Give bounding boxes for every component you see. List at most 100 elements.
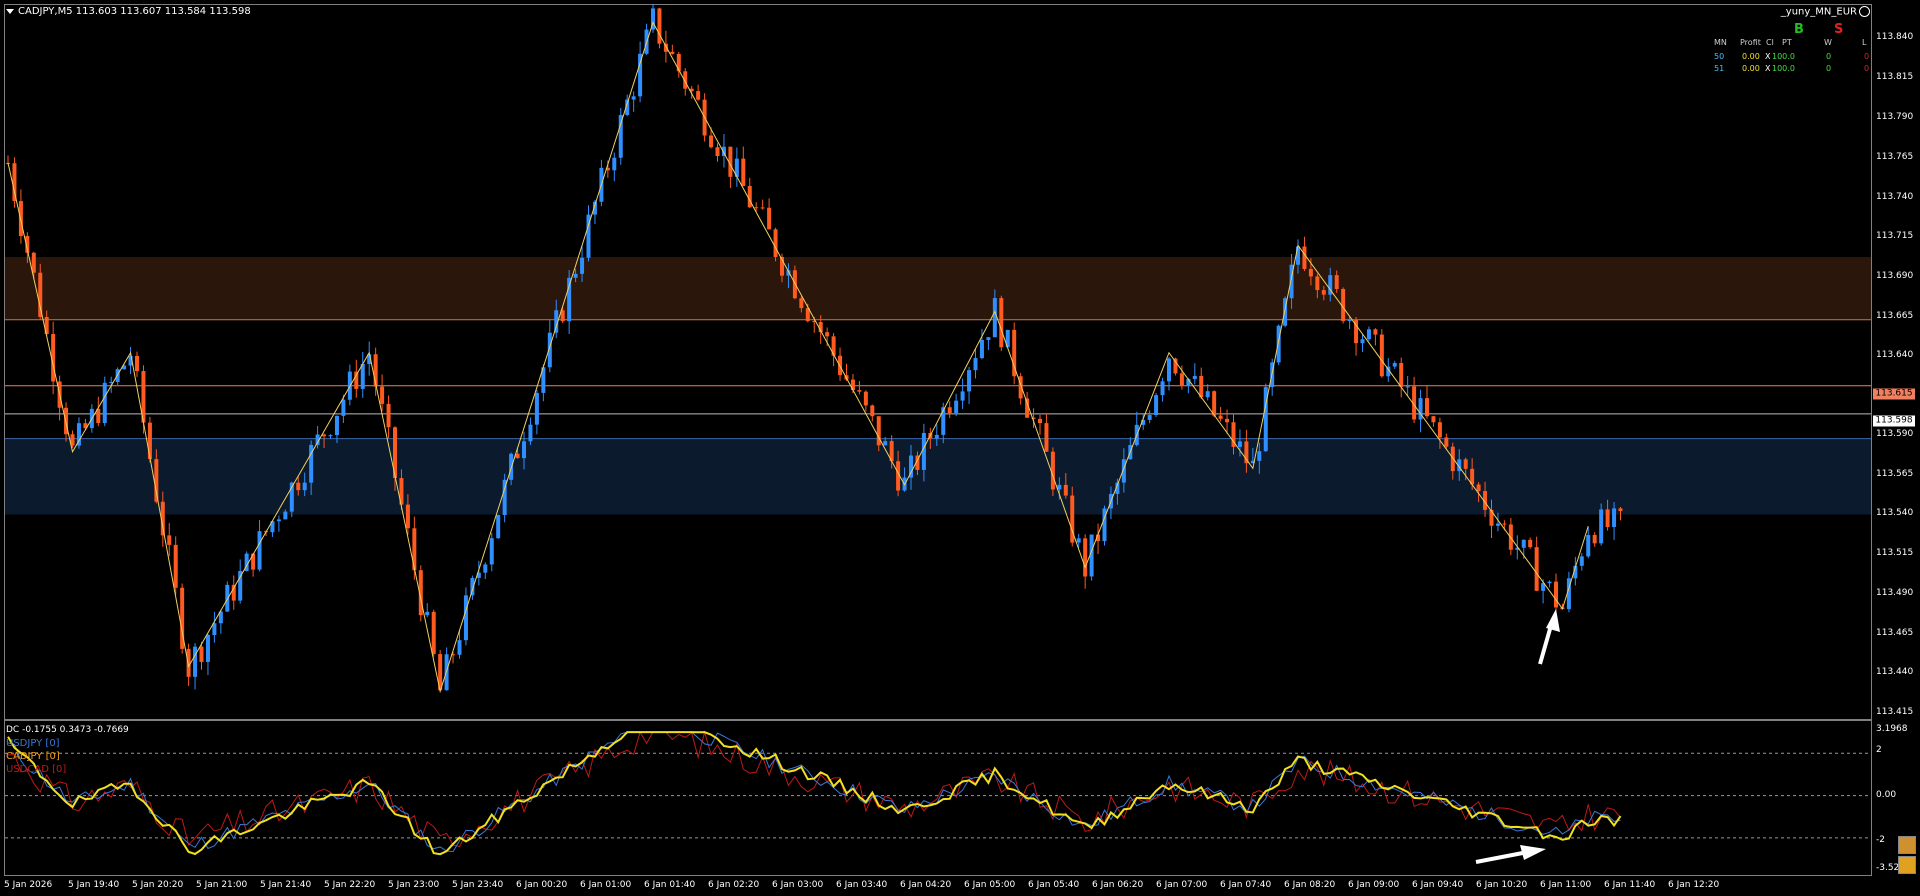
candle-body xyxy=(1089,534,1094,577)
candle-body xyxy=(328,435,333,437)
candle-body xyxy=(1083,538,1088,577)
indicator-subwindow[interactable] xyxy=(4,720,1872,876)
candle-body xyxy=(483,564,488,573)
candle-body xyxy=(270,521,275,533)
smiley-icon[interactable] xyxy=(1859,6,1870,17)
candle-body xyxy=(373,354,378,387)
candle-body xyxy=(515,453,520,459)
candle-body xyxy=(522,441,526,459)
main-price-chart[interactable] xyxy=(4,4,1872,720)
candle-body xyxy=(463,595,468,641)
candle-body xyxy=(670,51,675,54)
candle-body xyxy=(850,379,855,391)
x-label: 6 Jan 11:40 xyxy=(1604,880,1656,890)
candle-body xyxy=(1515,547,1520,550)
y-label: 113.640 xyxy=(1876,350,1914,360)
candle-body xyxy=(534,392,539,425)
row1-w: 0 xyxy=(1826,52,1832,61)
candle-body xyxy=(238,571,243,601)
candle-body xyxy=(1444,437,1449,447)
x-label: 6 Jan 09:00 xyxy=(1348,880,1400,890)
candle-body xyxy=(1386,366,1391,377)
candle-body xyxy=(173,544,178,588)
bid-price-tag: 113.598 xyxy=(1873,415,1915,427)
candle-body xyxy=(496,515,501,539)
candle-body xyxy=(380,386,385,404)
sell-label: S xyxy=(1834,22,1844,37)
candle-body xyxy=(870,405,875,417)
candle-body xyxy=(1308,268,1313,277)
candle-body xyxy=(1154,395,1159,416)
candle-body xyxy=(393,427,397,479)
candle-body xyxy=(1102,508,1107,542)
cadjpy-line xyxy=(7,731,1622,856)
y-label: 113.590 xyxy=(1876,429,1914,439)
candle-body xyxy=(225,584,230,612)
x-label: 6 Jan 01:40 xyxy=(644,880,696,890)
candle-body xyxy=(780,256,784,276)
candle-body xyxy=(1179,373,1184,386)
candle-body xyxy=(367,354,372,364)
candle-body xyxy=(405,504,410,529)
time-axis[interactable]: 5 Jan 2026 5 Jan 19:40 5 Jan 20:20 5 Jan… xyxy=(0,876,1920,896)
candle-body xyxy=(1489,509,1494,526)
candle-body xyxy=(1302,246,1307,269)
y-label: 113.540 xyxy=(1876,508,1914,518)
y-label: 113.815 xyxy=(1876,72,1914,82)
candle-body xyxy=(1276,325,1281,363)
y-label: 113.690 xyxy=(1876,271,1914,281)
candle-body xyxy=(728,146,733,177)
x-label: 6 Jan 04:20 xyxy=(900,880,952,890)
candle-body xyxy=(986,337,991,340)
candle-body xyxy=(141,371,146,423)
y-label: 113.765 xyxy=(1876,152,1914,162)
candle-body xyxy=(231,584,236,601)
candle-body xyxy=(1115,482,1120,494)
candle-body xyxy=(76,423,81,446)
candle-body xyxy=(431,611,436,655)
candle-body xyxy=(831,336,836,356)
candle-body xyxy=(967,370,972,392)
candle-body xyxy=(1463,459,1468,469)
candle-body xyxy=(1554,581,1558,608)
x-label: 6 Jan 12:20 xyxy=(1668,880,1720,890)
candle-body xyxy=(547,332,552,368)
legend-usdjpy: USDJPY [0] xyxy=(6,738,60,749)
x-label: 6 Jan 09:40 xyxy=(1412,880,1464,890)
caret-down-icon[interactable] xyxy=(6,8,14,14)
candle-body xyxy=(1186,379,1191,386)
x-label: 6 Jan 11:00 xyxy=(1540,880,1592,890)
candle-body xyxy=(1044,423,1049,452)
candle-body xyxy=(560,310,565,322)
candle-body xyxy=(1237,441,1242,447)
candle-body xyxy=(1412,386,1417,420)
candle-body xyxy=(341,399,346,416)
gear-icon[interactable] xyxy=(1898,836,1916,854)
candle-body xyxy=(1076,538,1081,543)
candle-body xyxy=(638,53,643,97)
support-zone xyxy=(5,438,1871,515)
row2-mn: 51 xyxy=(1714,64,1725,73)
candle-body xyxy=(1605,509,1610,527)
x-label: 6 Jan 03:00 xyxy=(772,880,824,890)
candle-body xyxy=(1534,547,1539,591)
y-label: 113.515 xyxy=(1876,548,1914,558)
candle-body xyxy=(70,434,75,446)
x-label: 5 Jan 21:40 xyxy=(260,880,312,890)
candle-body xyxy=(992,298,997,338)
candle-body xyxy=(1018,376,1023,399)
monitor-icon[interactable] xyxy=(1898,856,1916,874)
x-label: 5 Jan 22:20 xyxy=(324,880,376,890)
sub-y-label: 2 xyxy=(1876,745,1882,755)
candle-body xyxy=(1341,289,1346,322)
candle-body xyxy=(1096,534,1101,542)
row1-cl: X xyxy=(1765,52,1771,61)
candle-body xyxy=(1160,381,1165,396)
candle-body xyxy=(1141,419,1146,425)
candle-body xyxy=(1263,387,1268,452)
candle-body xyxy=(1476,484,1481,492)
candle-body xyxy=(457,640,462,655)
price-axis[interactable]: 113.840 113.815 113.790 113.765 113.740 … xyxy=(1872,0,1920,876)
legend-usdcad: USDCAD [0] xyxy=(6,764,67,775)
